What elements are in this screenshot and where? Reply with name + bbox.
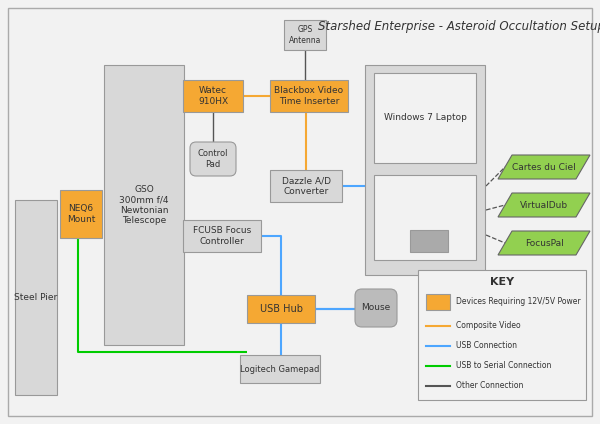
Text: Starshed Enterprise - Asteroid Occultation Setup: Starshed Enterprise - Asteroid Occultati… [319,20,600,33]
Text: GSO
300mm f/4
Newtonian
Telescope: GSO 300mm f/4 Newtonian Telescope [119,185,169,225]
Text: VirtualDub: VirtualDub [520,201,568,209]
Bar [418,270,586,400]
Text: KEY: KEY [490,277,514,287]
Text: GPS
Antenna: GPS Antenna [289,25,321,45]
Text: Logitech Gamepad: Logitech Gamepad [241,365,320,374]
Text: NEQ6
Mount: NEQ6 Mount [67,204,95,224]
Bar [426,294,450,310]
Text: Watec
910HX: Watec 910HX [198,86,228,106]
Text: FocusPal: FocusPal [524,238,563,248]
Polygon shape [498,231,590,255]
FancyBboxPatch shape [190,142,236,176]
Text: Composite Video: Composite Video [456,321,521,330]
Bar [365,65,485,275]
Bar [104,65,184,345]
Text: Mouse: Mouse [361,304,391,312]
Text: USB to Serial Connection: USB to Serial Connection [456,362,551,371]
Bar [240,355,320,383]
Bar [60,190,102,238]
Text: FCUSB Focus
Controller: FCUSB Focus Controller [193,226,251,245]
Bar [15,200,57,395]
Text: USB Connection: USB Connection [456,341,517,351]
Text: Other Connection: Other Connection [456,382,523,391]
Bar [270,80,348,112]
Bar [270,170,342,202]
Bar [183,80,243,112]
Bar [410,230,448,252]
Text: Dazzle A/D
Converter: Dazzle A/D Converter [281,176,331,196]
Text: Windows 7 Laptop: Windows 7 Laptop [383,114,466,123]
Bar [284,20,326,50]
Text: Steel Pier: Steel Pier [14,293,58,302]
FancyBboxPatch shape [355,289,397,327]
Text: Devices Requiring 12V/5V Power: Devices Requiring 12V/5V Power [456,298,581,307]
Bar [247,295,315,323]
Text: Blackbox Video
Time Inserter: Blackbox Video Time Inserter [274,86,344,106]
Text: USB Hub: USB Hub [260,304,302,314]
Bar [374,73,476,163]
Bar [374,175,476,260]
Polygon shape [498,193,590,217]
Polygon shape [498,155,590,179]
Text: Control
Pad: Control Pad [198,149,228,169]
Text: Cartes du Ciel: Cartes du Ciel [512,162,576,171]
Bar [183,220,261,252]
